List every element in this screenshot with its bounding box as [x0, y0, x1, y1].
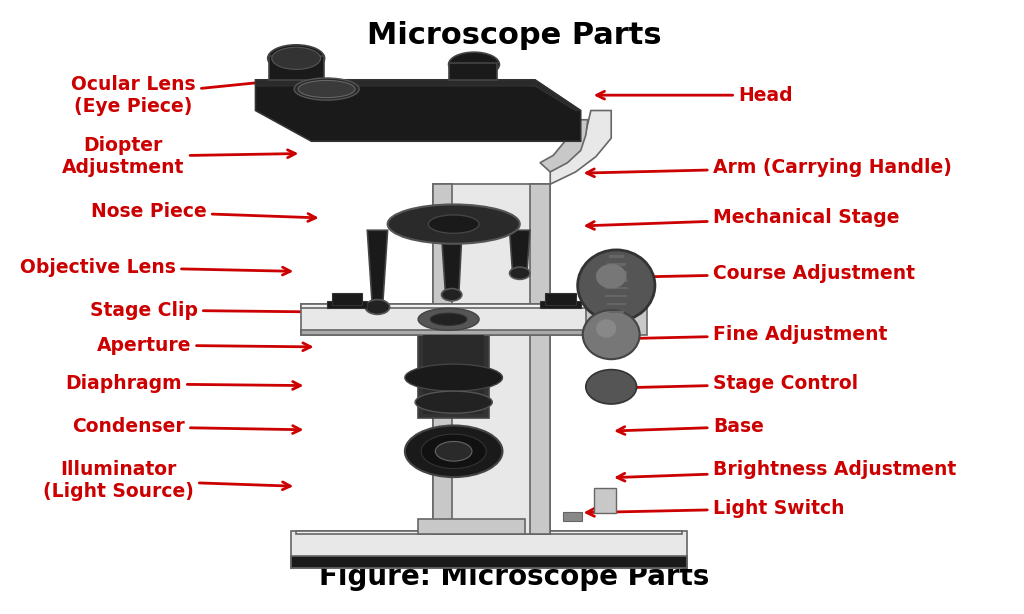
Text: Course Adjustment: Course Adjustment	[617, 264, 914, 282]
Bar	[606, 263, 626, 266]
Text: Condenser: Condenser	[72, 418, 300, 436]
Bar	[433, 184, 550, 534]
Text: Illuminator
(Light Source): Illuminator (Light Source)	[43, 460, 290, 500]
Ellipse shape	[404, 364, 503, 391]
Polygon shape	[510, 230, 529, 273]
Bar	[529, 184, 550, 534]
Ellipse shape	[430, 313, 467, 325]
Text: Stage Control: Stage Control	[617, 375, 858, 393]
Polygon shape	[586, 304, 647, 335]
Ellipse shape	[441, 289, 462, 301]
Polygon shape	[540, 120, 588, 172]
Bar	[327, 301, 368, 308]
Bar	[545, 293, 575, 305]
Ellipse shape	[271, 47, 321, 69]
Text: Head: Head	[597, 86, 793, 104]
Polygon shape	[256, 80, 581, 141]
Polygon shape	[301, 304, 637, 335]
Polygon shape	[256, 80, 581, 111]
Bar	[418, 332, 489, 418]
Bar	[540, 301, 581, 308]
Ellipse shape	[583, 310, 640, 359]
Polygon shape	[550, 111, 611, 184]
Bar	[433, 184, 452, 534]
Text: Figure: Microscope Parts: Figure: Microscope Parts	[319, 562, 710, 591]
Bar	[449, 63, 498, 80]
Text: Stage Clip: Stage Clip	[90, 301, 310, 319]
Ellipse shape	[596, 264, 627, 289]
Bar	[423, 335, 484, 414]
Bar	[606, 303, 626, 305]
Text: Objective Lens: Objective Lens	[20, 258, 290, 276]
Bar	[609, 255, 624, 258]
Text: Brightness Adjustment: Brightness Adjustment	[617, 460, 956, 481]
Polygon shape	[441, 235, 462, 295]
Bar	[605, 295, 628, 297]
Text: Nose Piece: Nose Piece	[91, 203, 315, 222]
Ellipse shape	[435, 441, 472, 461]
Text: Ocular Lens
(Eye Piece): Ocular Lens (Eye Piece)	[72, 74, 310, 115]
Ellipse shape	[421, 434, 486, 468]
Polygon shape	[301, 304, 637, 308]
Polygon shape	[368, 230, 388, 307]
Polygon shape	[291, 531, 687, 568]
Bar	[332, 293, 362, 305]
Text: Diopter
Adjustment: Diopter Adjustment	[62, 136, 295, 177]
Ellipse shape	[578, 250, 655, 321]
Ellipse shape	[428, 215, 479, 233]
Polygon shape	[296, 531, 682, 534]
Bar	[563, 512, 582, 521]
Text: Diaphragm: Diaphragm	[66, 375, 300, 393]
Polygon shape	[291, 556, 687, 568]
Ellipse shape	[596, 319, 616, 338]
Ellipse shape	[298, 80, 355, 98]
Ellipse shape	[418, 308, 479, 330]
Text: Arm (Carrying Handle): Arm (Carrying Handle)	[587, 158, 951, 177]
Ellipse shape	[510, 267, 529, 279]
Bar	[268, 56, 324, 80]
Bar	[418, 519, 525, 534]
Text: Aperture: Aperture	[96, 336, 310, 354]
Ellipse shape	[267, 45, 325, 72]
Ellipse shape	[294, 78, 359, 100]
Bar	[594, 488, 616, 513]
Text: Microscope Parts: Microscope Parts	[368, 21, 662, 50]
Text: Base: Base	[617, 418, 764, 436]
Ellipse shape	[388, 204, 520, 244]
Text: Light Switch: Light Switch	[587, 499, 845, 518]
Ellipse shape	[366, 300, 390, 314]
Polygon shape	[301, 330, 637, 335]
Bar	[605, 287, 628, 289]
Ellipse shape	[449, 52, 500, 77]
Ellipse shape	[415, 391, 493, 413]
Bar	[605, 271, 628, 274]
Ellipse shape	[586, 370, 637, 404]
Text: Fine Adjustment: Fine Adjustment	[617, 325, 887, 344]
Bar	[605, 279, 628, 282]
Ellipse shape	[404, 426, 503, 477]
Text: Mechanical Stage: Mechanical Stage	[587, 209, 899, 230]
Bar	[609, 311, 624, 313]
